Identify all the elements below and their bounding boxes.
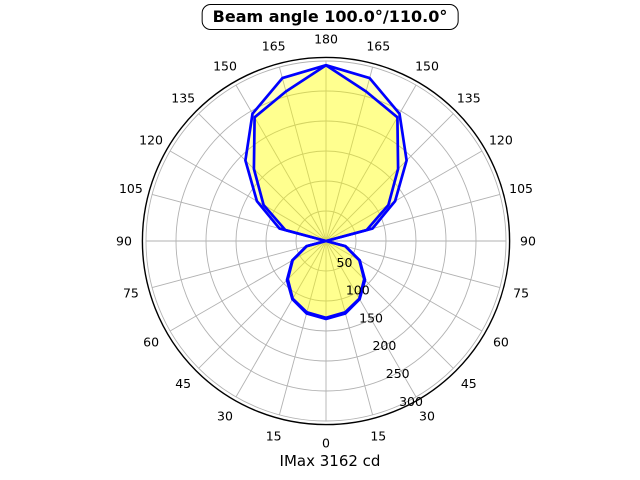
polar-grid-spoke [152,240,327,289]
angle-label: 135 [171,91,195,106]
angle-label: 45 [461,376,477,391]
angle-label: 165 [366,38,390,53]
radial-label: 200 [372,338,396,353]
beam-curve-beam-100-plane [252,63,400,320]
polar-grid-spoke [325,84,417,242]
polar-grid-spoke [198,240,327,369]
radial-label: 50 [337,255,353,270]
radial-label: 100 [346,283,370,298]
polar-grid-spoke [325,240,483,332]
radial-label: 250 [386,366,410,381]
angle-label: 180 [314,31,338,46]
polar-grid-spoke [325,240,417,398]
chart-title: Beam angle 100.0°/110.0° [201,4,459,30]
angle-label: 60 [493,334,509,349]
angle-label: 0 [322,435,330,450]
angle-label: 105 [119,181,143,196]
angle-label: 90 [116,233,132,248]
angle-label: 165 [262,38,286,53]
polar-grid-spoke [325,240,454,369]
angle-label: 135 [457,91,481,106]
angle-label: 150 [415,58,439,73]
polar-outer-ring [141,56,511,426]
angle-label: 30 [217,408,233,423]
polar-grid-spoke [169,150,327,242]
angle-label: 120 [139,132,163,147]
polar-grid-spoke [325,150,483,242]
imax-caption: IMax 3162 cd [279,452,381,470]
angle-label: 15 [370,428,386,443]
polar-grid-spoke [325,113,454,242]
angle-label: 120 [489,132,513,147]
angle-label: 45 [175,376,191,391]
angle-label: 15 [266,428,282,443]
polar-grid-spoke [325,67,374,242]
polar-grid-spoke [278,67,327,242]
angle-label: 90 [520,233,536,248]
radial-label: 300 [399,394,423,409]
polar-grid-spoke [169,240,327,332]
polar-grid-spoke [325,240,374,415]
angle-label: 105 [509,181,533,196]
polar-grid-spoke [278,240,327,415]
polar-grid-spoke [325,240,500,289]
angle-label: 75 [513,286,529,301]
angle-label: 150 [213,58,237,73]
angle-label: 60 [143,334,159,349]
radial-label: 150 [359,310,383,325]
polar-grid-spoke [235,84,327,242]
polar-grid-spoke [235,240,327,398]
angle-label: 30 [419,408,435,423]
angle-label: 75 [123,286,139,301]
chart-title-text: Beam angle 100.0°/110.0° [212,7,448,26]
polar-grid-spoke [198,113,327,242]
